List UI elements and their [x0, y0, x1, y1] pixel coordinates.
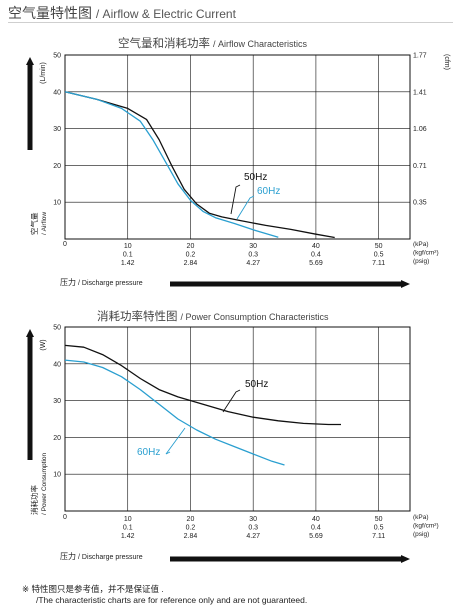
y2-tick-label: 1.77	[413, 53, 427, 60]
x-tick-label-zero: 0	[63, 514, 67, 521]
x-axis-label-cn: 压力	[60, 277, 76, 287]
side-label: 空气量 / Airflow	[29, 212, 48, 235]
x-tick-label: 10	[124, 243, 132, 250]
plot-area	[64, 54, 411, 240]
x-tick-label: 7.11	[372, 260, 385, 267]
y-tick-label: 10	[53, 200, 61, 207]
y-tick-label: 40	[53, 361, 61, 368]
y-tick-label: 30	[53, 126, 61, 133]
x-tick-label: 50	[375, 243, 383, 250]
x-tick-label: 0.3	[248, 252, 258, 259]
y-axis-unit: (W)	[40, 339, 47, 350]
x-unit-label: (kPa)	[413, 241, 429, 248]
x-tick-label: 2.84	[184, 533, 198, 540]
x-tick-label: 0.5	[374, 252, 384, 259]
series-line-50hz	[64, 344, 341, 426]
series-label-60hz: 60Hz	[257, 186, 280, 197]
y2-axis-unit: (cfm)	[443, 54, 450, 70]
chart-title-cn: 空气量和消耗功率	[118, 36, 210, 50]
x-unit-label: (kPa)	[413, 514, 429, 521]
x-unit-label: (kgf/cm²)	[413, 523, 439, 530]
y-tick-label: 40	[53, 89, 61, 96]
y2-tick-label: 0.71	[413, 163, 427, 170]
series-leader-line	[222, 389, 241, 413]
x-tick-label: 0.1	[123, 525, 133, 532]
x-tick-label: 2.84	[184, 260, 198, 267]
y-tick-label: 20	[53, 435, 61, 442]
x-tick-label: 50	[375, 516, 383, 523]
title-divider	[8, 22, 453, 23]
x-tick-label: 0.3	[248, 525, 258, 532]
x-tick-label: 1.42	[121, 533, 135, 540]
x-tick-label: 0.1	[123, 252, 133, 259]
chart-title-cn: 消耗功率特性图	[97, 309, 178, 323]
side-label-en: / Power Consumption	[41, 452, 48, 515]
footnote-line-en: /The characteristic charts are for refer…	[36, 595, 308, 605]
x-tick-label: 20	[187, 516, 195, 523]
x-axis-label: 压力 / Discharge pressure	[60, 277, 143, 287]
x-tick-label: 0.2	[186, 252, 196, 259]
page-title-en: / Airflow & Electric Current	[95, 7, 236, 21]
y-axis-arrow-head	[26, 57, 34, 65]
x-tick-label: 30	[249, 516, 257, 523]
series-label-50hz: 50Hz	[245, 379, 268, 390]
y-axis-arrow-head	[26, 329, 34, 337]
series-leader-line	[165, 427, 186, 455]
x-tick-label: 10	[124, 516, 132, 523]
series-label-50hz: 50Hz	[244, 172, 267, 183]
plot-area	[64, 326, 411, 512]
x-tick-label: 0.2	[186, 525, 196, 532]
series-line-60hz	[64, 359, 285, 466]
y-tick-label: 10	[53, 472, 61, 479]
x-tick-label: 0.5	[374, 525, 384, 532]
y2-tick-label: 0.35	[413, 200, 427, 207]
x-tick-label: 30	[249, 243, 257, 250]
x-tick-label-zero: 0	[63, 241, 67, 248]
y-tick-label: 30	[53, 398, 61, 405]
side-label-cn: 空气量	[29, 212, 39, 235]
x-tick-label: 7.11	[372, 533, 385, 540]
x-tick-label: 40	[312, 516, 320, 523]
side-label-cn: 消耗功率	[29, 485, 39, 515]
x-unit-label: (psig)	[413, 258, 429, 265]
x-tick-label: 4.27	[246, 533, 260, 540]
x-axis-label: 压力 / Discharge pressure	[60, 551, 143, 561]
page-title-cn: 空气量特性图	[8, 5, 92, 21]
y2-tick-label: 1.41	[413, 89, 427, 96]
x-unit-label: (kgf/cm²)	[413, 250, 439, 257]
x-axis-label-en: / Discharge pressure	[78, 554, 143, 561]
chart-title-en: / Airflow Characteristics	[213, 39, 308, 49]
page-title: 空气量特性图 / Airflow & Electric Current	[8, 3, 236, 23]
series-line-60hz	[64, 91, 279, 238]
x-axis-arrow-head	[401, 555, 410, 563]
x-axis-arrow-head	[401, 280, 410, 288]
series-leader-line	[230, 184, 241, 215]
y-tick-label: 50	[53, 325, 61, 332]
y-axis-unit: (L/min)	[40, 62, 47, 84]
x-tick-label: 20	[187, 243, 195, 250]
x-tick-label: 5.69	[309, 260, 323, 267]
chart-title: 空气量和消耗功率 / Airflow Characteristics	[118, 36, 308, 50]
x-tick-label: 4.27	[246, 260, 260, 267]
x-tick-label: 0.4	[311, 252, 321, 259]
series-leader-line	[236, 195, 255, 220]
y-tick-label: 50	[53, 53, 61, 60]
x-axis-label-cn: 压力	[60, 551, 76, 561]
series-label-60hz: 60Hz	[137, 447, 160, 458]
footnote-line-cn: ※ 特性图只是参考值，并不是保证值 .	[22, 584, 164, 594]
x-tick-label: 5.69	[309, 533, 323, 540]
series-line-50hz	[64, 91, 335, 239]
side-label: 消耗功率 / Power Consumption	[29, 452, 48, 515]
x-tick-label: 40	[312, 243, 320, 250]
x-axis-label-en: / Discharge pressure	[78, 280, 143, 287]
x-tick-label: 0.4	[311, 525, 321, 532]
y2-tick-label: 1.06	[413, 126, 427, 133]
chart-title-en: / Power Consumption Characteristics	[181, 312, 330, 322]
x-unit-label: (psig)	[413, 531, 429, 538]
chart-title: 消耗功率特性图 / Power Consumption Characteristi…	[97, 309, 329, 323]
x-tick-label: 1.42	[121, 260, 135, 267]
side-label-en: / Airflow	[41, 212, 48, 235]
y-tick-label: 20	[53, 163, 61, 170]
